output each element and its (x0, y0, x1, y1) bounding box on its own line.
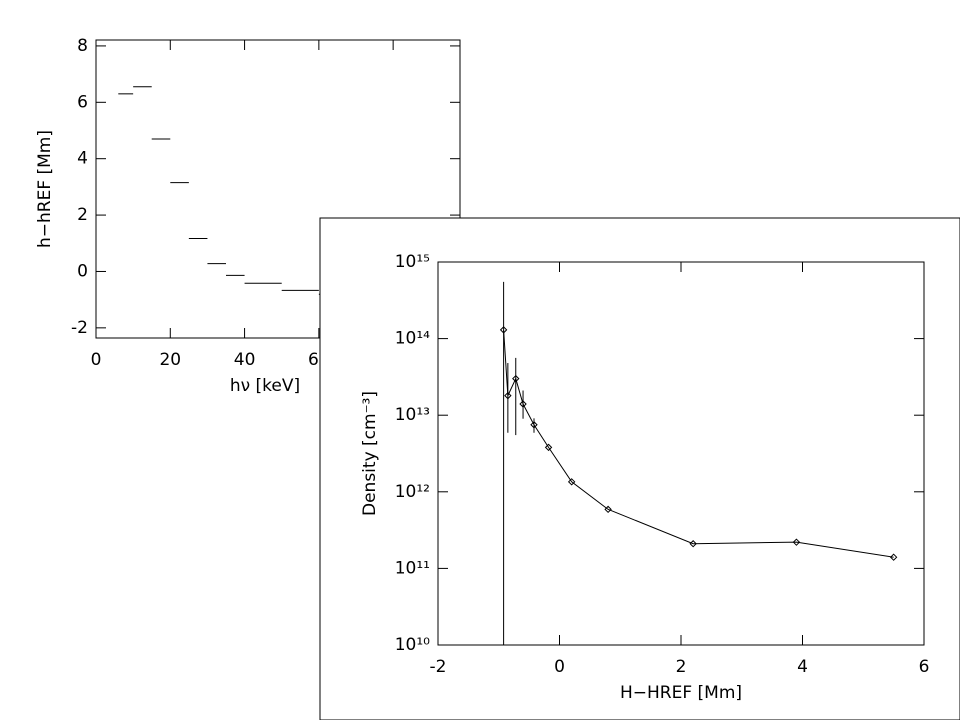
y-tick-label: 10¹³ (395, 405, 430, 425)
data-point (504, 391, 512, 400)
x-axis-label: hν [keV] (230, 376, 300, 396)
y-axis-label: Density [cm⁻³] (360, 391, 380, 516)
x-tick-label: 40 (234, 350, 256, 370)
y-tick-label: 10¹¹ (395, 558, 430, 578)
y-tick-label: 10¹⁴ (395, 329, 430, 349)
y-tick-label: 2 (77, 205, 88, 225)
y-tick-label: 4 (77, 149, 88, 169)
data-line (503, 329, 894, 558)
x-tick-label: 6 (919, 657, 930, 677)
x-tick-label: 0 (91, 350, 102, 370)
data-point (512, 374, 520, 383)
x-axis-label: H−HREF [Mm] (620, 683, 742, 703)
x-tick-label: -2 (430, 657, 447, 677)
plot-frame (95, 39, 461, 339)
y-tick-label: 10¹⁵ (395, 252, 430, 272)
data-point (792, 538, 801, 546)
y-axis-label: h−hREF [Mm] (35, 130, 55, 248)
data-point (530, 421, 538, 429)
y-tick-label: 10¹⁰ (395, 635, 430, 655)
data-point (519, 400, 527, 408)
x-tick-label: 4 (797, 657, 808, 677)
data-point (567, 478, 576, 486)
data-point (889, 553, 898, 561)
x-tick-label: 0 (554, 657, 565, 677)
y-tick-label: 8 (77, 36, 88, 56)
y-tick-label: 0 (77, 261, 88, 281)
data-point (689, 540, 697, 548)
data-point (604, 505, 612, 514)
y-tick-label: 6 (77, 92, 88, 112)
overlay-background (319, 217, 960, 720)
y-tick-label: 10¹² (395, 482, 430, 502)
y-tick-label: -2 (71, 318, 88, 338)
x-tick-label: 20 (159, 350, 181, 370)
x-tick-label: 2 (676, 657, 687, 677)
data-point (544, 443, 553, 452)
data-point (499, 326, 508, 334)
